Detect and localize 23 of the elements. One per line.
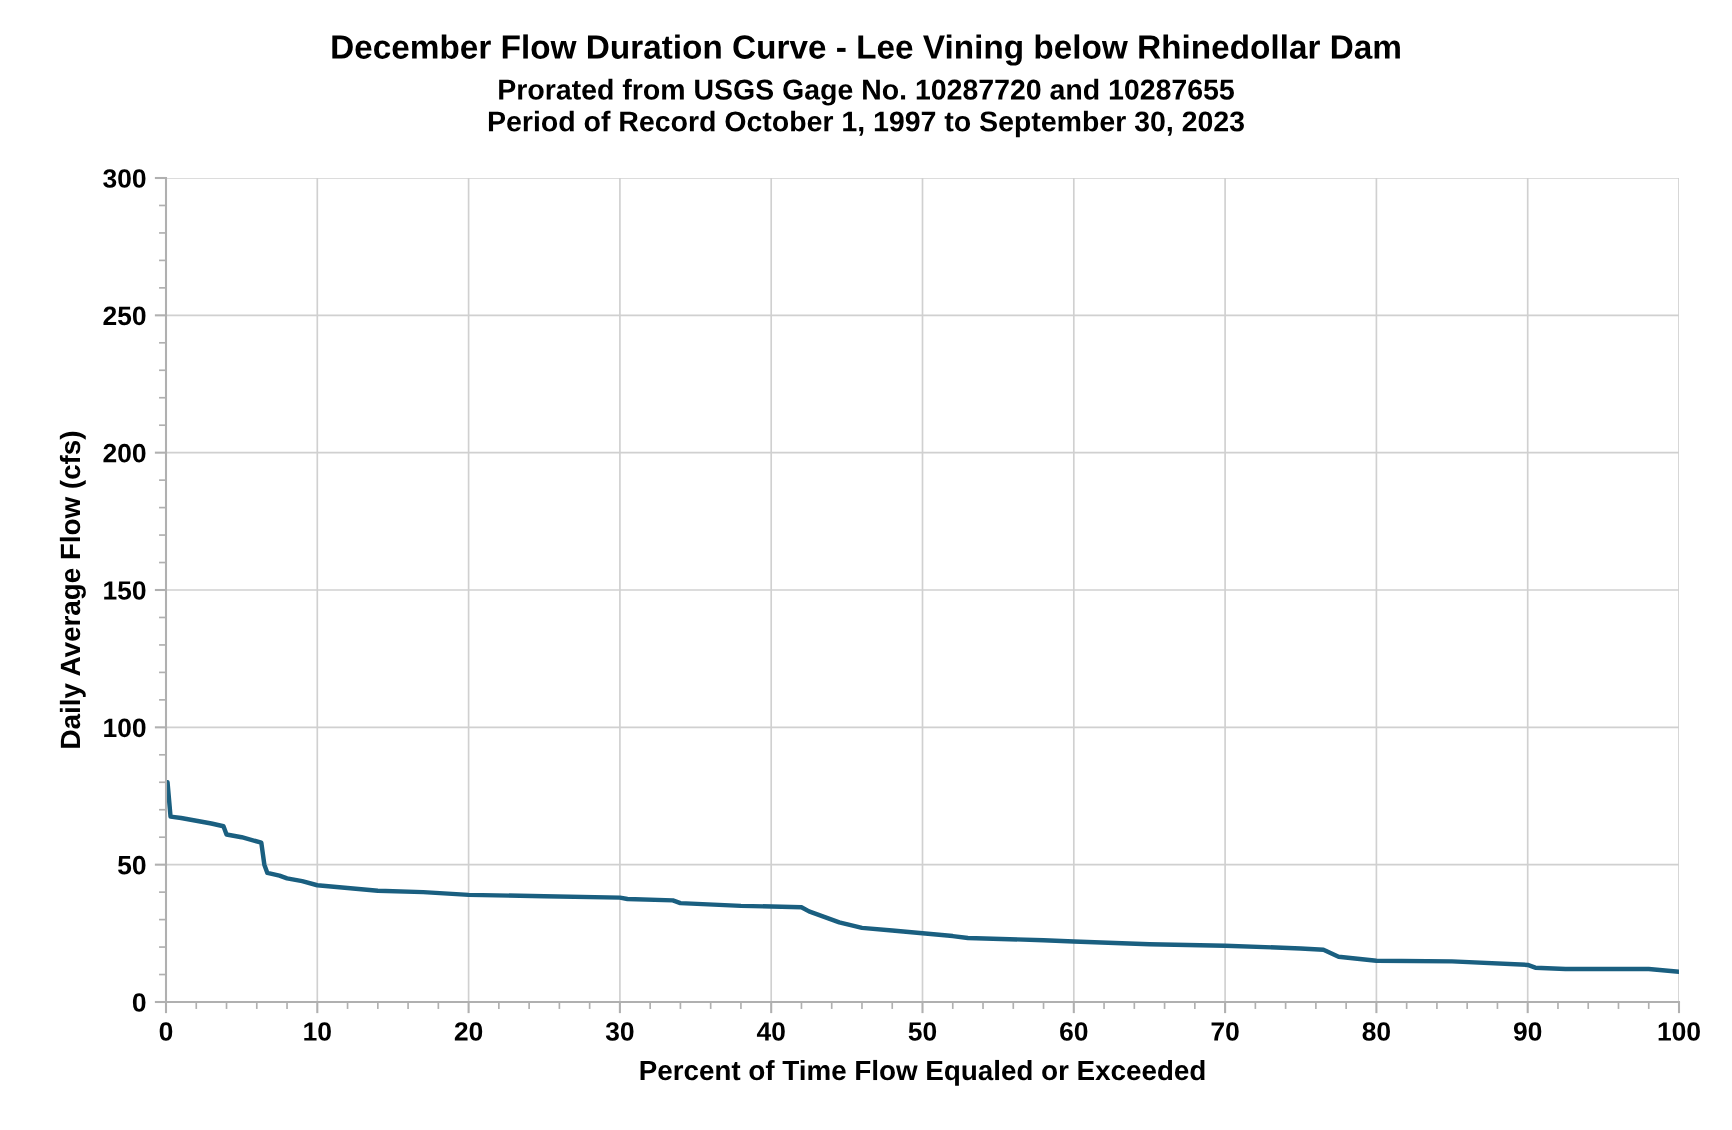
y-tick-label: 300 [103,169,146,188]
y-tick-label: 50 [118,855,146,875]
x-tick-label: 30 [605,1022,634,1041]
x-tick-label: 0 [159,1022,173,1041]
y-tick-label: 100 [104,718,146,738]
x-tick-label: 100 [1658,1022,1700,1041]
x-tick-label: 60 [1060,1022,1088,1041]
y-tick-label: 150 [104,581,146,600]
y-tick-label: 250 [103,306,146,326]
chart-title: December Flow Duration Curve - Lee Vining below Rhinedollar Dam [332,34,1400,66]
x-tick-label: 10 [304,1022,331,1041]
x-tick-label: 70 [1211,1022,1239,1041]
line-series [166,780,1679,975]
x-tick-label: 80 [1362,1022,1390,1041]
chart-subtitle: Prorated from USGS Gage No. 10287720 and 10287655 Period of Record October 1, 1997 to September 30, 2023 [488,78,1244,138]
x-tick-label: 40 [756,1022,785,1041]
y-tick-label: 0 [132,993,146,1012]
x-tick-label: 20 [454,1022,483,1041]
x-tick-label: 90 [1513,1022,1542,1041]
y-tick-label: 200 [103,443,146,463]
x-axis-title: Percent of Time Flow Equaled or Exceeded [640,1059,1205,1086]
x-tick-label: 50 [908,1022,937,1041]
y-axis-title: Daily Average Flow (cfs) [59,431,86,748]
